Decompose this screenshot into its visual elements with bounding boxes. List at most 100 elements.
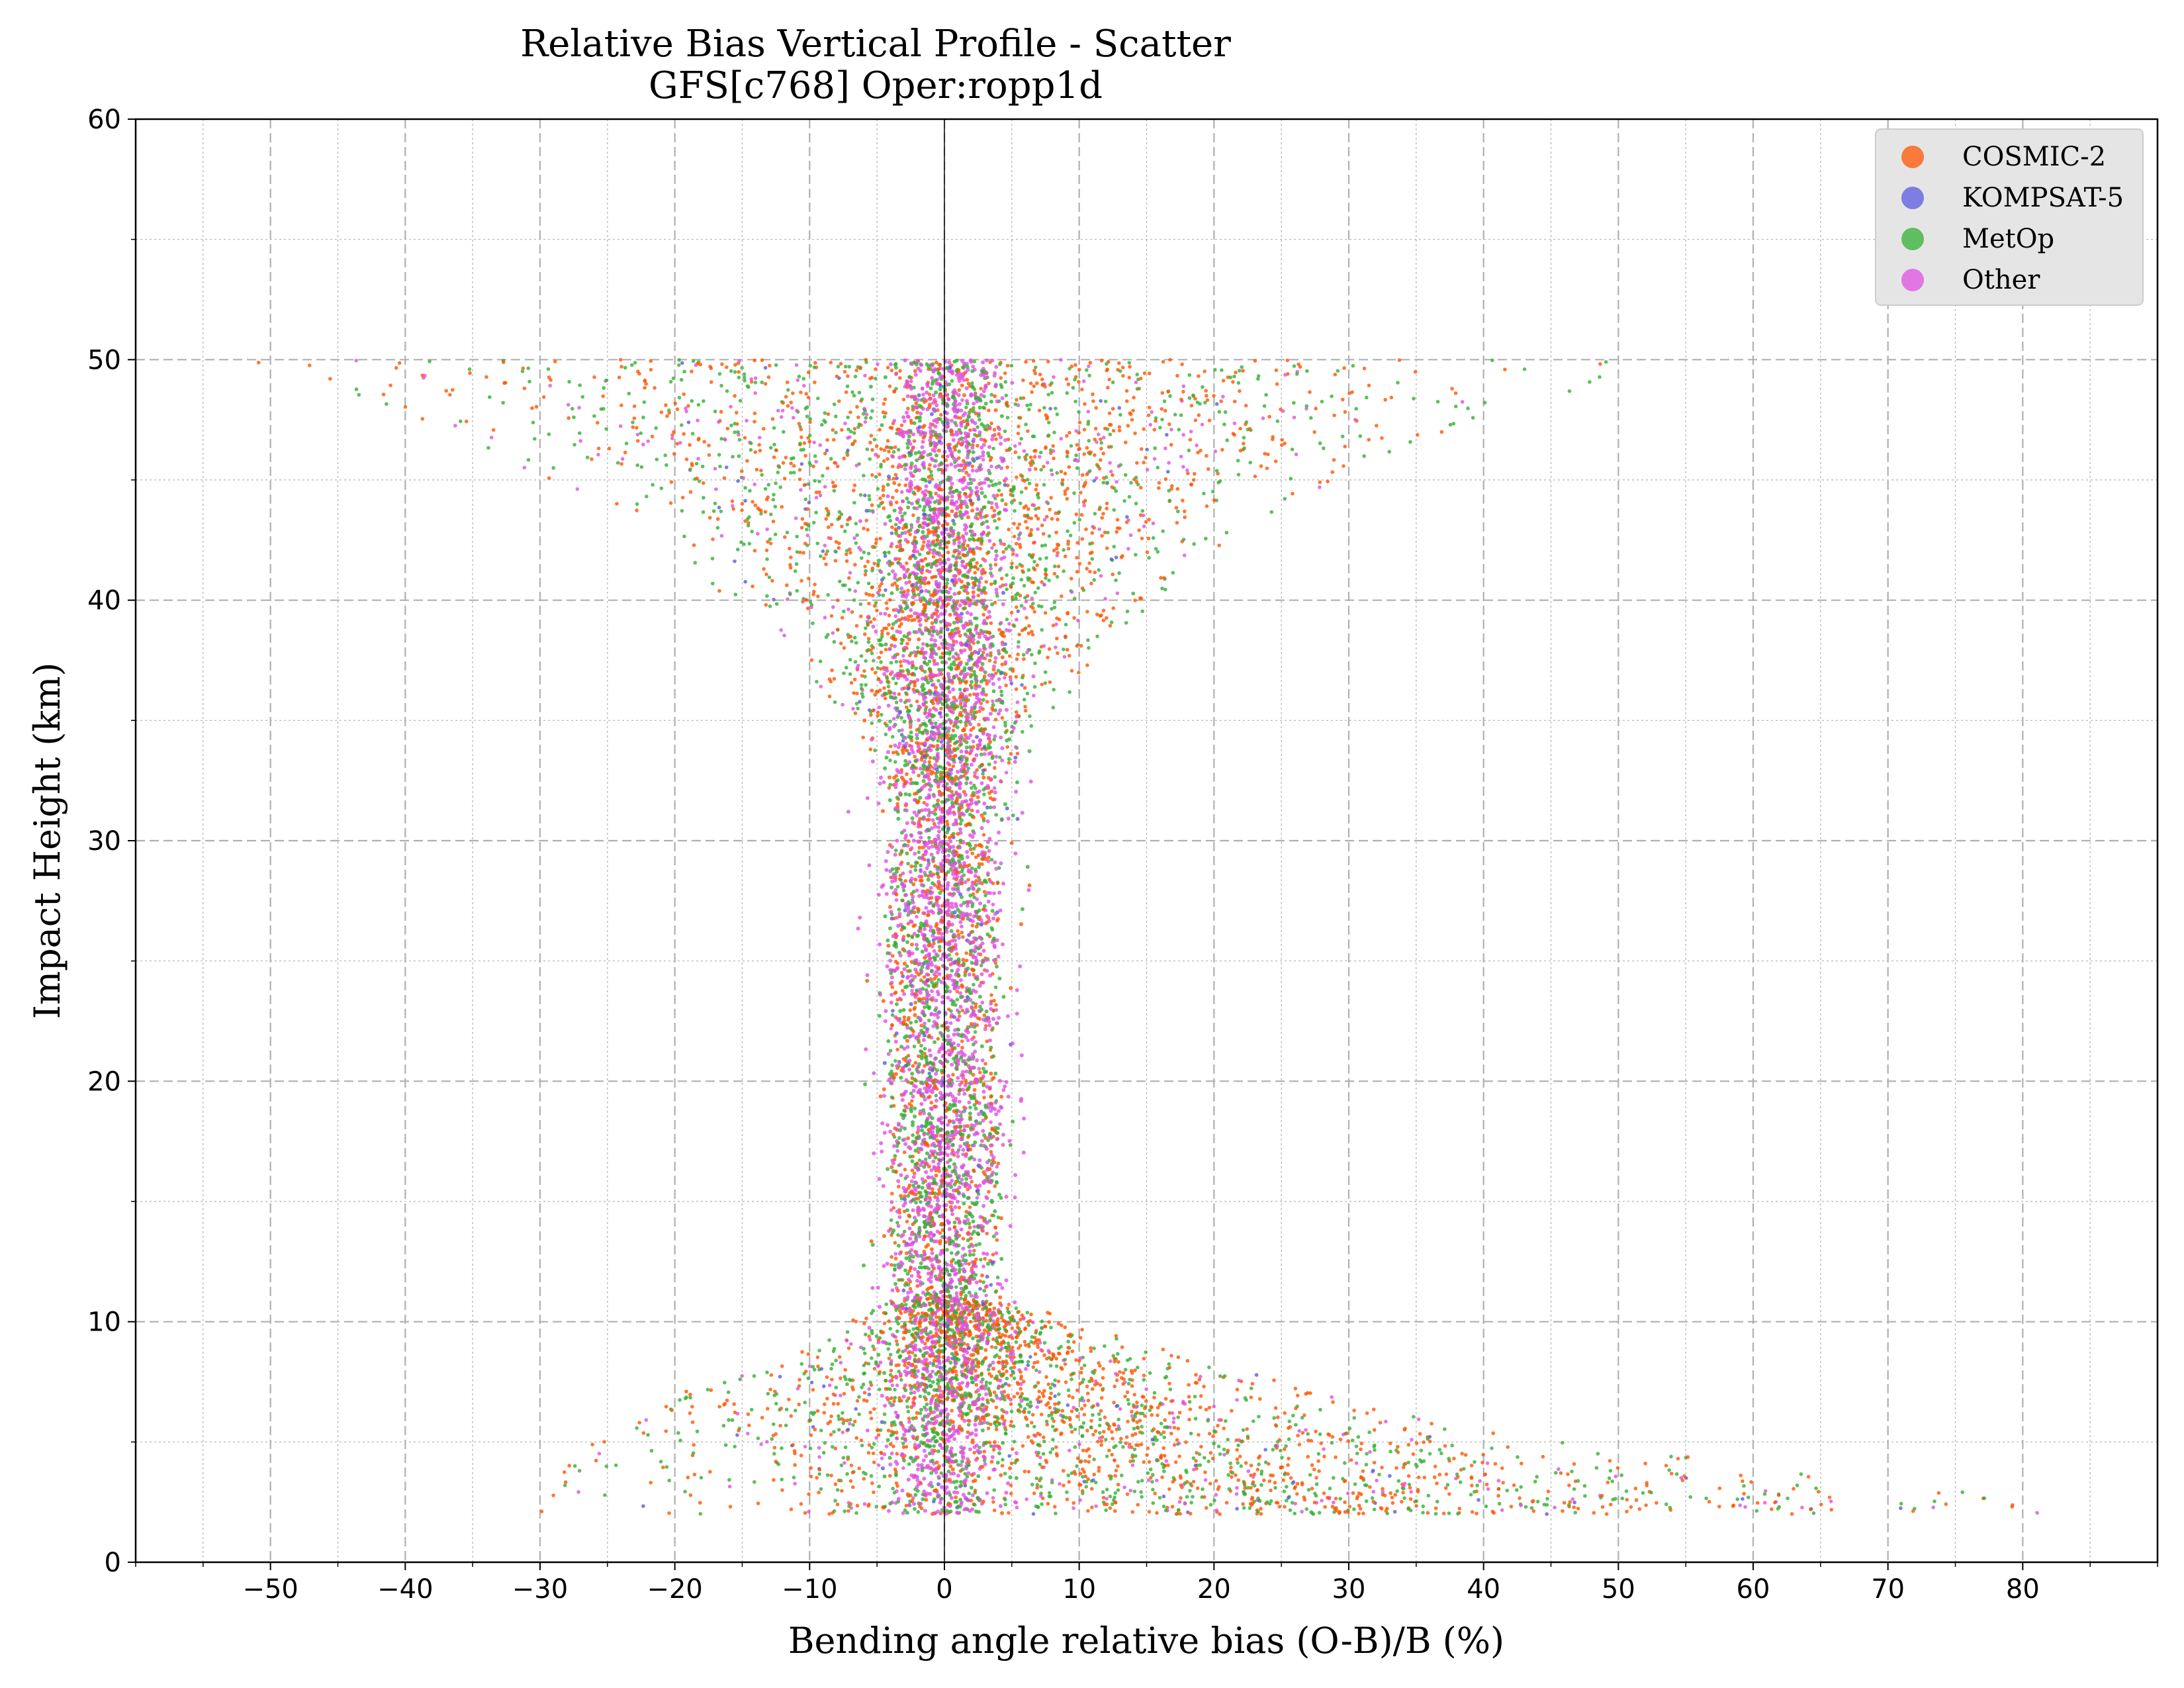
point-metop <box>1216 481 1220 485</box>
point-metop <box>752 1374 756 1378</box>
point-cosmic2 <box>1099 1443 1103 1447</box>
point-cosmic2 <box>1234 370 1238 375</box>
point-metop <box>1009 1366 1013 1370</box>
point-metop <box>1505 1488 1509 1493</box>
point-other <box>453 424 457 428</box>
point-cosmic2 <box>1100 534 1104 538</box>
point-metop <box>914 1201 918 1205</box>
point-cosmic2 <box>1191 1479 1196 1484</box>
point-metop <box>1353 1482 1357 1486</box>
point-cosmic2 <box>397 361 402 365</box>
point-cosmic2 <box>1253 474 1257 479</box>
point-cosmic2 <box>1680 1478 1685 1483</box>
point-cosmic2 <box>797 1384 801 1388</box>
point-metop <box>738 399 743 403</box>
point-cosmic2 <box>913 1000 917 1005</box>
point-metop <box>954 740 958 745</box>
point-other <box>946 454 950 459</box>
point-metop <box>901 1441 905 1446</box>
point-cosmic2 <box>1176 1355 1181 1360</box>
point-other <box>1172 1416 1176 1421</box>
point-metop <box>1085 368 1089 372</box>
point-cosmic2 <box>893 1241 897 1245</box>
point-cosmic2 <box>719 410 723 414</box>
point-metop <box>1136 1479 1140 1484</box>
point-cosmic2 <box>934 1315 938 1319</box>
point-kompsat5 <box>884 588 887 592</box>
point-metop <box>680 423 684 427</box>
point-metop <box>1158 1495 1162 1500</box>
point-metop <box>1426 1493 1431 1498</box>
point-other <box>992 786 997 790</box>
point-cosmic2 <box>844 390 848 395</box>
point-cosmic2 <box>1054 1427 1058 1432</box>
point-cosmic2 <box>1147 1460 1152 1464</box>
point-cosmic2 <box>982 890 987 894</box>
point-other <box>1004 771 1009 774</box>
point-cosmic2 <box>887 1356 891 1360</box>
point-metop <box>772 1393 776 1397</box>
point-cosmic2 <box>1266 452 1270 457</box>
point-metop <box>1044 1419 1049 1424</box>
point-cosmic2 <box>1012 534 1017 539</box>
point-metop <box>821 474 825 478</box>
point-cosmic2 <box>668 501 673 505</box>
point-cosmic2 <box>1911 1509 1915 1513</box>
point-metop <box>1132 1489 1137 1493</box>
point-cosmic2 <box>804 1370 808 1374</box>
point-metop <box>986 1138 990 1143</box>
point-metop <box>1099 441 1103 445</box>
point-metop <box>931 1363 936 1368</box>
point-cosmic2 <box>615 502 619 506</box>
point-cosmic2 <box>1085 1384 1089 1389</box>
point-cosmic2 <box>1175 373 1179 378</box>
point-metop <box>1105 1487 1109 1491</box>
point-kompsat5 <box>889 531 894 536</box>
point-cosmic2 <box>830 668 834 673</box>
point-metop <box>641 415 645 420</box>
point-cosmic2 <box>852 483 857 487</box>
point-cosmic2 <box>772 455 776 459</box>
point-cosmic2 <box>1107 377 1111 382</box>
point-cosmic2 <box>1189 1511 1193 1516</box>
point-metop <box>1003 380 1008 384</box>
point-cosmic2 <box>1066 611 1070 615</box>
point-metop <box>526 457 531 462</box>
point-cosmic2 <box>882 686 886 690</box>
point-cosmic2 <box>803 541 807 545</box>
point-metop <box>1189 1431 1193 1436</box>
point-other <box>1384 1419 1388 1424</box>
point-cosmic2 <box>968 847 973 851</box>
point-cosmic2 <box>991 1076 996 1080</box>
point-cosmic2 <box>840 616 844 620</box>
point-kompsat5 <box>641 1504 645 1508</box>
point-cosmic2 <box>667 1511 671 1515</box>
point-metop <box>1042 1340 1047 1345</box>
point-cosmic2 <box>1026 507 1030 511</box>
point-cosmic2 <box>1014 710 1019 714</box>
point-cosmic2 <box>1069 1430 1074 1434</box>
point-cosmic2 <box>1101 1495 1106 1500</box>
point-cosmic2 <box>1069 1409 1074 1413</box>
point-cosmic2 <box>1090 1387 1095 1391</box>
point-metop <box>649 1448 654 1453</box>
point-other <box>717 420 721 424</box>
point-cosmic2 <box>997 1360 1001 1364</box>
point-metop <box>1125 609 1130 614</box>
point-metop <box>1025 477 1030 482</box>
point-cosmic2 <box>891 751 895 755</box>
point-cosmic2 <box>1108 624 1113 628</box>
point-cosmic2 <box>1090 1379 1094 1383</box>
point-metop <box>726 1390 731 1394</box>
point-metop <box>486 445 490 450</box>
point-metop <box>1158 426 1162 430</box>
point-cosmic2 <box>1204 1506 1208 1510</box>
point-metop <box>947 657 952 661</box>
point-cosmic2 <box>661 1465 665 1470</box>
point-cosmic2 <box>926 913 930 917</box>
point-cosmic2 <box>1016 432 1021 436</box>
point-metop <box>627 391 631 396</box>
point-other <box>1519 1503 1523 1507</box>
point-cosmic2 <box>720 362 724 366</box>
point-metop <box>1522 367 1527 371</box>
